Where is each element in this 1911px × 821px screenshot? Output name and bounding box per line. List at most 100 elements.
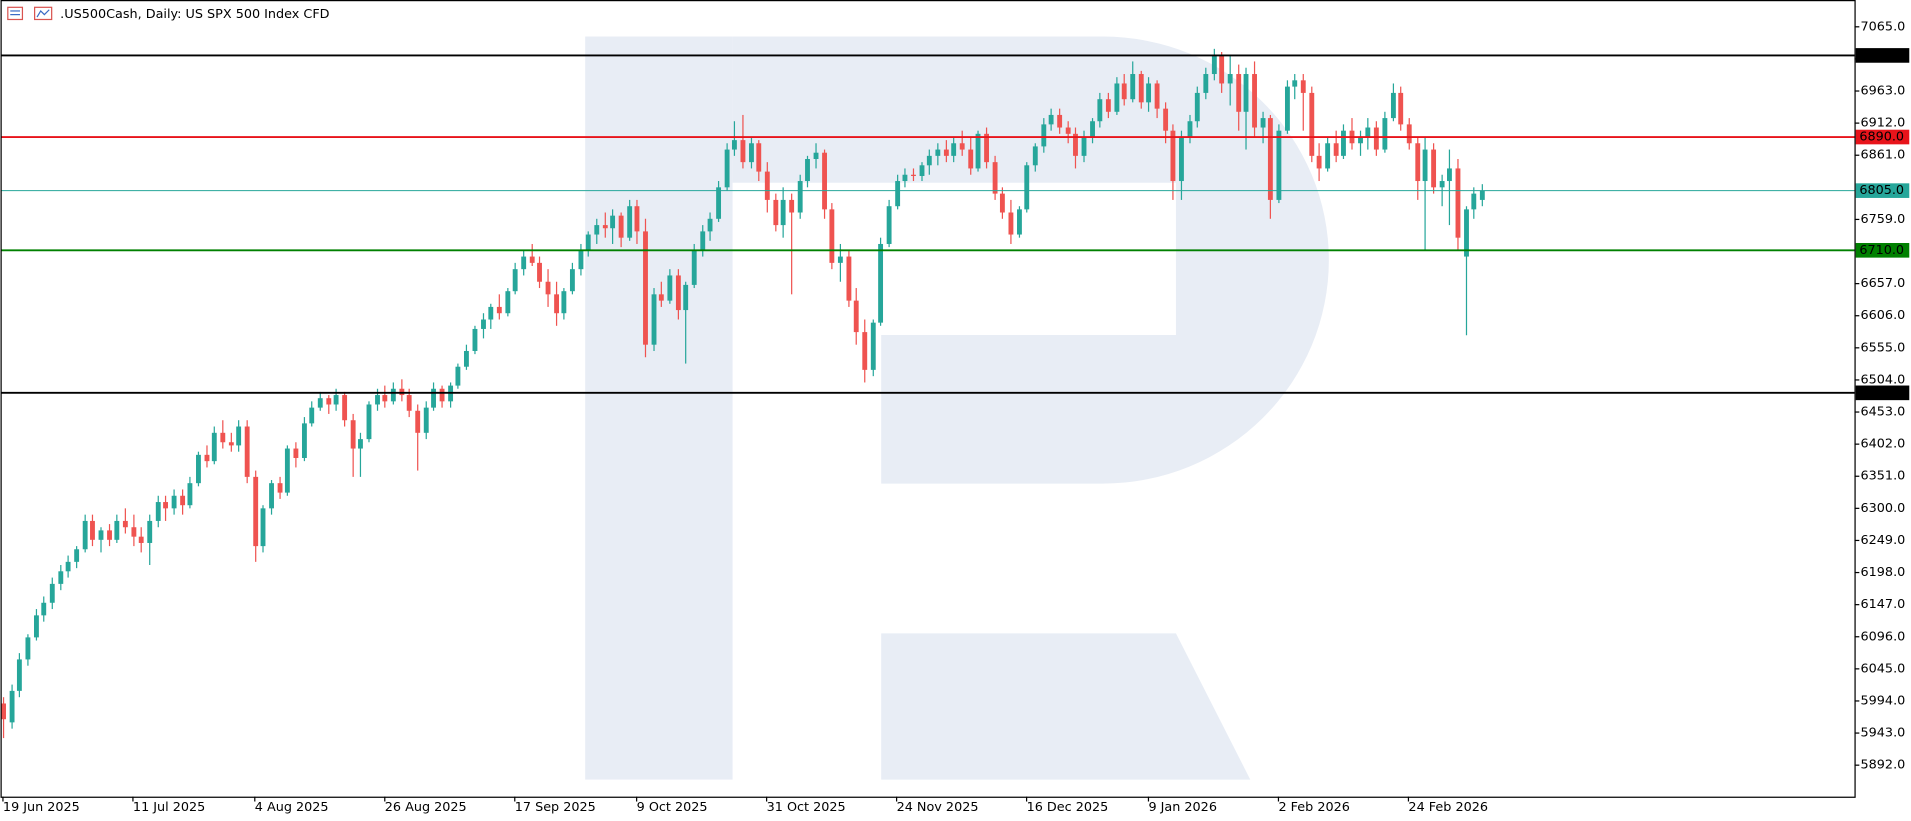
y-tick-label: 6147.0 (1861, 597, 1906, 612)
candle-body (415, 410, 421, 433)
candle-body (439, 388, 445, 402)
x-tick-label: 16 Dec 2025 (1027, 800, 1109, 815)
candle-body (1081, 136, 1087, 156)
candle-body (1219, 55, 1225, 84)
candle-body (366, 404, 372, 440)
candle-body (74, 549, 80, 562)
candle-layer (1, 48, 1485, 739)
candle-body (822, 152, 827, 210)
candle-body (975, 133, 981, 169)
candle-body (131, 527, 137, 537)
candle-body (789, 199, 795, 213)
candle-body (1422, 149, 1428, 182)
candle-body (1333, 143, 1339, 156)
candle-body (1008, 212, 1014, 235)
candle-body (773, 199, 779, 226)
candle-body (691, 250, 697, 285)
candle-body (1211, 55, 1217, 75)
candle-body (1170, 130, 1176, 182)
candle-body (1365, 127, 1371, 137)
candle-body (431, 388, 436, 408)
candle-body (423, 407, 429, 433)
candle-body (618, 215, 624, 238)
candle-body (1114, 83, 1120, 112)
candle-body (1097, 99, 1103, 122)
candle-body (700, 231, 706, 251)
candle-body (999, 193, 1005, 213)
y-tick-label: 6198.0 (1861, 565, 1906, 580)
candle-body (992, 162, 998, 194)
candle-body (342, 395, 348, 421)
candle-body (49, 583, 55, 603)
candle-body (1309, 92, 1315, 156)
candle-body (187, 483, 193, 506)
candle-body (1041, 124, 1047, 147)
candle-body (472, 328, 478, 351)
candle-body (138, 536, 144, 543)
candle-body (561, 291, 567, 314)
y-tick-label: 6861.0 (1861, 148, 1906, 163)
candle-body (34, 615, 39, 638)
candle-body (155, 502, 161, 521)
candle-body (1382, 118, 1388, 150)
candle-body (554, 294, 560, 314)
candle-body (228, 442, 234, 446)
candle-body (1276, 130, 1282, 200)
candle-body (594, 225, 600, 235)
watermark-stem (585, 36, 733, 780)
candle-body (1325, 143, 1331, 169)
candle-body (171, 495, 177, 509)
level-label-box (1855, 129, 1910, 145)
candle-body (496, 306, 502, 314)
level-label-box (1855, 48, 1910, 63)
candle-body (926, 155, 932, 166)
candle-body (147, 520, 153, 543)
candle-body (1187, 121, 1193, 137)
level-layer: 7020.0 6890.0 6805.0 6710.0 6485.0 (0, 48, 1910, 400)
candle-body (805, 159, 810, 182)
candle-body (236, 426, 242, 446)
candle-body (180, 495, 186, 506)
candle-body (1415, 143, 1421, 182)
candle-body (740, 140, 746, 163)
candle-body (780, 199, 786, 226)
candle-body (943, 149, 949, 156)
candle-body (1048, 114, 1054, 125)
candle-body (244, 426, 250, 477)
candle-body (529, 256, 535, 263)
y-tick-label: 6249.0 (1861, 533, 1906, 548)
candle-body (277, 483, 283, 493)
candle-body (512, 269, 518, 292)
icon-list (7, 6, 24, 21)
candle-body (537, 262, 542, 282)
candle-body (610, 215, 616, 229)
x-tick-label: 24 Feb 2026 (1408, 800, 1488, 815)
candle-body (220, 432, 226, 443)
candle-body (521, 256, 527, 270)
level-label: 6710.0 (1859, 243, 1904, 258)
candle-body (211, 432, 217, 462)
candle-body (1341, 130, 1346, 156)
candle-body (935, 149, 941, 156)
candle-body (1398, 92, 1404, 125)
candle-body (1455, 168, 1461, 238)
y-tick-label: 6096.0 (1861, 629, 1906, 644)
candle-body (797, 181, 803, 213)
candle-body (716, 187, 722, 219)
candle-body (870, 322, 876, 370)
candle-body (749, 143, 754, 163)
candle-body (122, 520, 128, 528)
candle-body (406, 395, 412, 411)
icon-chart (34, 6, 53, 21)
candle-body (1373, 127, 1379, 150)
y-tick-label: 6045.0 (1861, 661, 1906, 676)
candle-body (1194, 92, 1200, 122)
level-label: 6805.0 (1859, 183, 1904, 198)
candle-body (862, 332, 868, 370)
candle-body (1057, 114, 1063, 128)
candle-body (1163, 108, 1169, 131)
candle-body (578, 250, 584, 270)
candle-body (1154, 83, 1160, 109)
y-tick-label: 6351.0 (1861, 469, 1906, 484)
